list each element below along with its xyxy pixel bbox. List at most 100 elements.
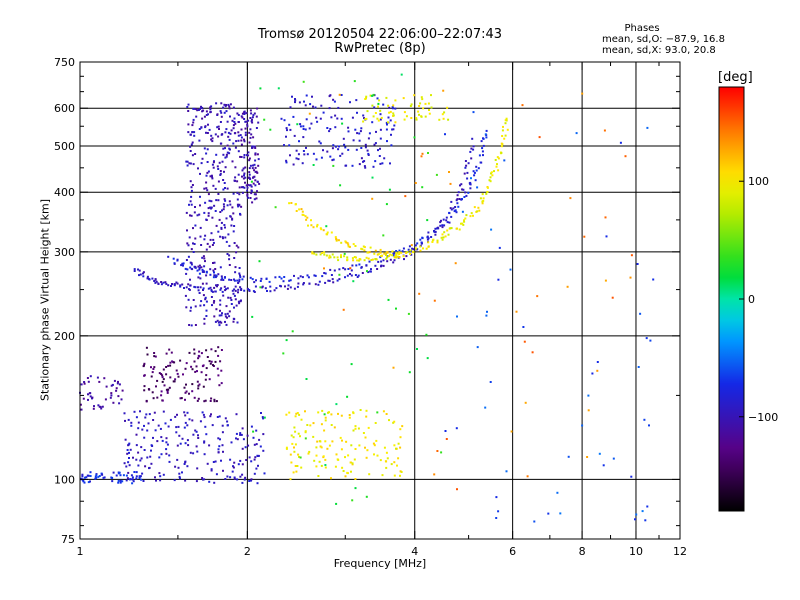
data-point [243,174,245,177]
data-point [189,133,192,136]
data-point [237,205,240,208]
data-point [465,214,468,217]
data-point [326,127,329,129]
data-point [220,115,223,118]
data-point [191,141,194,144]
data-point [210,232,213,235]
data-point [352,429,355,432]
data-point [228,105,231,108]
data-point [211,140,214,143]
data-point [189,200,192,203]
data-point [596,369,599,372]
data-point [547,512,550,515]
data-point [319,117,322,120]
data-point [349,273,351,275]
data-point [339,154,342,157]
data-point [304,104,307,107]
data-point [249,178,252,180]
data-point [382,264,385,267]
data-point [220,369,223,372]
data-point [233,242,236,244]
data-point [200,126,203,129]
data-point [448,171,450,173]
data-point [218,445,221,448]
data-point [203,211,206,214]
data-point [184,479,187,482]
data-point [150,444,153,447]
data-point [199,420,202,423]
data-point [232,465,234,468]
data-point [374,249,377,252]
data-point [296,123,299,126]
data-point [401,250,404,253]
data-point [246,287,249,290]
data-point [176,282,179,285]
y-tick-label: 500 [54,140,75,153]
data-point [250,190,253,193]
data-point [213,300,216,302]
data-point [386,140,388,143]
data-point [236,191,239,194]
data-point [306,274,309,277]
data-point [218,324,221,327]
data-point [254,179,257,182]
data-point [198,292,201,294]
data-point [152,436,154,439]
data-point [220,142,223,145]
data-point [117,481,120,484]
data-point [387,116,390,119]
data-point [237,139,240,142]
data-point [237,173,240,176]
data-point [169,364,172,367]
data-point [252,164,254,167]
data-point [351,499,354,502]
data-point [533,520,536,523]
data-point [476,186,479,189]
data-point [168,460,171,463]
data-point [397,457,400,460]
data-point [255,170,258,173]
data-point [224,276,226,279]
data-point [235,251,238,254]
data-point [236,198,239,201]
data-point [205,315,208,317]
data-point [256,482,259,485]
data-point [304,430,307,433]
data-point [83,476,86,479]
data-point [385,413,388,415]
data-point [379,113,382,116]
data-point [349,461,352,464]
data-point [160,281,163,283]
data-point [302,214,305,216]
data-point [389,258,392,261]
data-point [230,224,233,227]
data-point [126,477,129,480]
data-point [232,320,235,323]
data-point [225,305,228,308]
data-point [346,471,349,474]
data-point [304,410,306,413]
data-point [120,398,123,401]
data-point [450,215,453,218]
data-point [350,274,353,277]
data-point [630,254,633,257]
data-point [223,170,225,173]
data-point [154,476,156,479]
data-point [229,203,232,206]
data-point [224,147,226,150]
data-point [489,381,492,383]
data-point [237,288,240,291]
data-point [421,186,424,189]
data-point [299,275,302,278]
data-point [298,208,301,211]
data-point [291,95,293,98]
data-point [247,444,250,447]
data-point [288,123,291,126]
data-point [531,351,534,354]
data-point [135,471,138,474]
data-point [404,195,407,198]
data-point [210,174,213,177]
data-point [251,167,254,170]
data-point [226,253,229,255]
data-point [289,106,292,109]
